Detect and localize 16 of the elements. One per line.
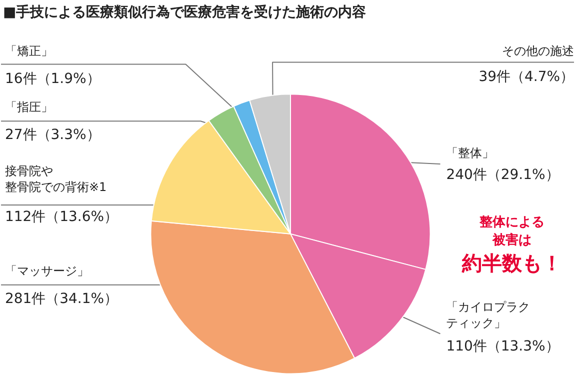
text: 整体による被害は約半数も！ xyxy=(461,214,562,275)
data-label: 16件（1.9%） xyxy=(4,71,100,88)
slice-label: 「マッサージ」 xyxy=(4,264,89,278)
data-label: 112件（13.6%） xyxy=(4,208,118,225)
slice-label: その他の施述 xyxy=(502,44,574,58)
slice-label: 「矯正」 xyxy=(4,44,53,58)
data-label: 39件（4.7%） xyxy=(478,69,574,86)
slice-label: 「整体」 xyxy=(446,146,494,160)
data-label: 27件（3.3%） xyxy=(4,127,100,144)
chart-title: ■手技による医療類似行為で医療危害を受けた施術の内容 xyxy=(2,3,366,20)
slice-label: 「指圧」 xyxy=(4,100,53,114)
data-label: 240件（29.1%） xyxy=(446,167,560,184)
data-label: 110件（13.3%） xyxy=(446,338,560,355)
data-label: 281件（34.1%） xyxy=(4,290,118,307)
slice-label: 「カイロプラクティック」 xyxy=(446,300,530,330)
slice-label: 接骨院や整骨院での背術※1 xyxy=(4,164,107,194)
